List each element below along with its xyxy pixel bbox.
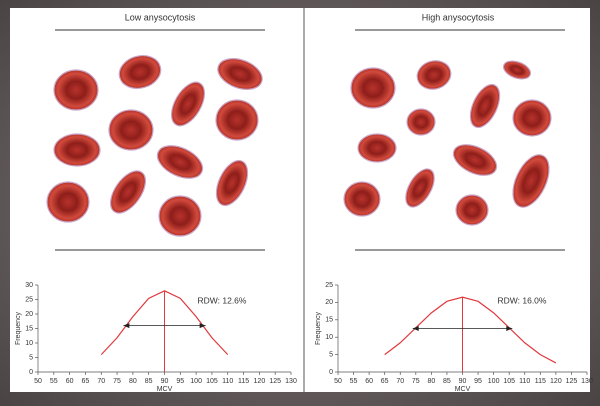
y-tick-label: 20 xyxy=(25,311,33,318)
arrow-head xyxy=(412,326,419,331)
x-tick-label: 100 xyxy=(488,378,500,385)
x-tick-label: 80 xyxy=(129,378,137,385)
x-tick-label: 80 xyxy=(427,378,435,385)
red-blood-cell xyxy=(118,55,162,89)
red-blood-cell xyxy=(502,60,532,80)
x-tick-label: 50 xyxy=(34,378,42,385)
x-tick-label: 60 xyxy=(66,378,74,385)
x-tick-label: 65 xyxy=(82,378,90,385)
red-blood-cell xyxy=(405,168,435,208)
annotation: RDW: 16.0% xyxy=(498,295,547,305)
red-blood-cell xyxy=(455,194,489,226)
x-tick-label: 90 xyxy=(459,378,467,385)
y-tick-label: 10 xyxy=(325,334,333,341)
x-tick-label: 85 xyxy=(443,378,451,385)
x-tick-label: 115 xyxy=(238,378,249,385)
red-blood-cell xyxy=(469,83,501,129)
red-blood-cell xyxy=(512,99,552,137)
red-blood-cell xyxy=(46,181,90,223)
x-tick-label: 90 xyxy=(161,378,169,385)
panel-title: Low anysocytosis xyxy=(125,12,196,22)
annotation: RDW: 12.6% xyxy=(198,295,247,305)
red-blood-cell xyxy=(108,109,154,151)
red-blood-cell xyxy=(156,145,204,179)
x-tick-label: 115 xyxy=(535,378,546,385)
x-tick-label: 95 xyxy=(474,378,482,385)
red-blood-cell xyxy=(53,69,99,111)
x-tick-label: 70 xyxy=(396,378,404,385)
x-tick-label: 125 xyxy=(566,378,578,385)
curve xyxy=(384,296,557,364)
red-blood-cell xyxy=(158,195,202,237)
x-tick-label: 75 xyxy=(113,378,121,385)
red-blood-cell xyxy=(406,108,436,136)
x-tick-label: 110 xyxy=(222,378,233,385)
x-tick-label: 65 xyxy=(381,378,389,385)
x-tick-label: 120 xyxy=(550,378,562,385)
y-tick-label: 20 xyxy=(325,299,333,306)
x-tick-label: 70 xyxy=(97,378,105,385)
red-blood-cell xyxy=(512,154,550,208)
x-tick-label: 125 xyxy=(269,378,281,385)
x-tick-label: 105 xyxy=(503,378,515,385)
x-tick-label: 110 xyxy=(519,378,530,385)
arrow-head xyxy=(199,323,206,329)
red-blood-cell xyxy=(170,81,206,127)
y-tick-label: 0 xyxy=(329,369,333,376)
red-blood-cell xyxy=(217,58,263,90)
y-tick-label: 5 xyxy=(29,354,33,361)
red-blood-cell xyxy=(343,181,381,217)
x-tick-label: 130 xyxy=(285,378,297,385)
red-blood-cell xyxy=(350,67,396,109)
y-tick-label: 10 xyxy=(25,340,33,347)
x-tick-label: 75 xyxy=(412,378,420,385)
y-axis-label: Frequency xyxy=(15,311,22,345)
x-tick-label: 105 xyxy=(206,378,218,385)
x-tick-label: 60 xyxy=(365,378,373,385)
x-tick-label: 95 xyxy=(176,378,184,385)
x-tick-label: 120 xyxy=(254,378,266,385)
x-tick-label: 100 xyxy=(190,378,202,385)
y-tick-label: 15 xyxy=(25,325,33,332)
x-tick-label: 130 xyxy=(581,378,593,385)
red-blood-cell xyxy=(215,159,249,207)
y-axis-label: Frequency xyxy=(315,311,322,345)
x-tick-label: 55 xyxy=(350,378,358,385)
x-tick-label: 85 xyxy=(145,378,153,385)
y-tick-label: 15 xyxy=(325,317,333,324)
red-blood-cell xyxy=(53,133,101,167)
red-blood-cell xyxy=(215,99,259,141)
arrow-head xyxy=(506,326,513,331)
y-tick-label: 0 xyxy=(29,369,33,376)
y-tick-label: 25 xyxy=(25,296,33,303)
x-tick-label: 55 xyxy=(50,378,58,385)
arrow-head xyxy=(123,323,130,329)
red-blood-cell xyxy=(452,144,498,176)
y-tick-label: 30 xyxy=(25,282,33,289)
panel xyxy=(10,8,590,392)
y-tick-label: 25 xyxy=(325,282,333,289)
cells-high xyxy=(343,60,552,226)
x-axis-label: MCV xyxy=(157,386,173,393)
panel-title: High anysocytosis xyxy=(422,12,495,22)
x-axis-label: MCV xyxy=(455,386,471,393)
cells-low xyxy=(46,55,263,237)
x-tick-label: 50 xyxy=(334,378,342,385)
red-blood-cell xyxy=(357,133,397,163)
y-tick-label: 5 xyxy=(329,351,333,358)
red-blood-cell xyxy=(416,60,452,90)
red-blood-cell xyxy=(109,170,147,214)
